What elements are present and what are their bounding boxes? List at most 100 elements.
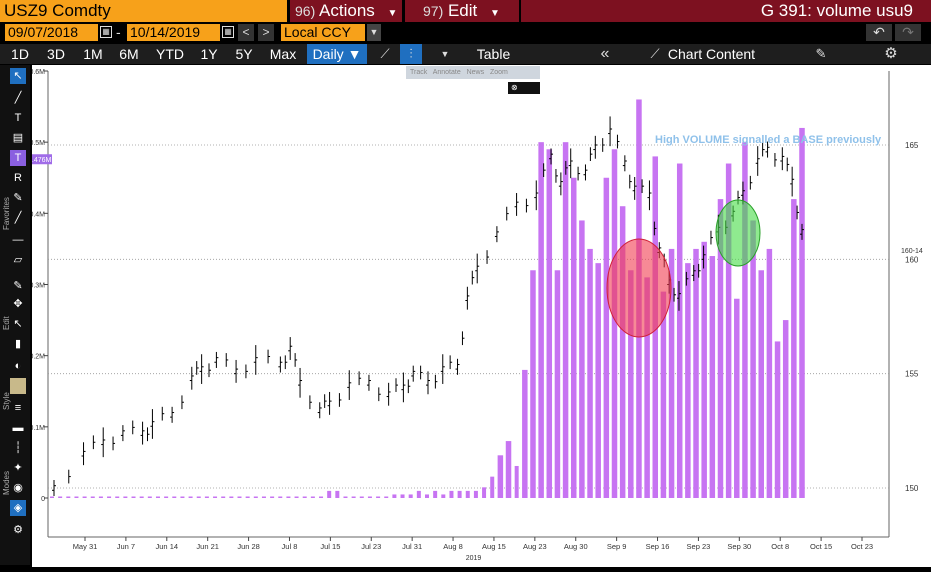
range-1d-button[interactable]: 1D — [11, 46, 29, 62]
volume-bar — [253, 496, 258, 498]
volume-bar — [131, 496, 136, 498]
start-date-field[interactable]: 09/07/2018 — [5, 24, 98, 41]
line-style-icon[interactable]: ≡ — [14, 402, 22, 414]
annotate-button[interactable]: Annotate — [432, 69, 461, 76]
left-tick-label: 0 — [41, 496, 45, 503]
ticker-field[interactable]: USZ9 Comdty — [0, 0, 287, 22]
track-button[interactable]: Track — [410, 69, 428, 76]
volume-bar — [392, 494, 397, 498]
eye-icon[interactable]: ◉ — [13, 482, 23, 494]
volume-bar — [668, 248, 675, 498]
volume-bar — [74, 496, 79, 498]
text-tool-icon[interactable]: T — [14, 112, 22, 124]
volume-bar — [742, 142, 748, 498]
end-date-field[interactable]: 10/14/2019 — [127, 24, 220, 41]
draw-line-icon[interactable]: ╱ — [14, 92, 22, 104]
magic-wand-icon[interactable]: ✦ — [13, 462, 23, 474]
r-tool-icon[interactable]: R — [14, 172, 22, 184]
reset-button[interactable]: ⊗ Reset — [508, 82, 540, 104]
volume-bar — [270, 496, 275, 498]
mode-icon[interactable]: ◈ — [10, 500, 26, 516]
volume-bar — [628, 270, 634, 498]
value-badge — [26, 154, 52, 165]
chevron-down-icon[interactable]: ▼ — [440, 49, 450, 59]
calendar-icon[interactable]: ▦ — [100, 26, 112, 38]
volume-bar — [701, 241, 707, 499]
calendar-icon[interactable]: ▦ — [222, 26, 234, 38]
cursor-icon[interactable]: ↖ — [13, 318, 23, 330]
pointer-icon[interactable]: ↖ — [10, 68, 26, 84]
volume-bar — [50, 496, 54, 498]
value-marker-icon[interactable]: T — [10, 150, 26, 166]
volume-bar — [196, 496, 201, 498]
volume-bar — [188, 496, 193, 498]
volume-bar — [595, 263, 601, 498]
volume-bar — [115, 496, 120, 498]
range-1y-button[interactable]: 1Y — [200, 46, 218, 62]
left-tick-label: 0.1M — [32, 425, 45, 432]
volume-bar — [482, 487, 487, 498]
brush-icon[interactable]: ✎ — [13, 192, 23, 204]
pencil-icon[interactable]: ✎ — [815, 46, 827, 61]
dashed-line-icon[interactable]: ┆ — [14, 442, 22, 454]
collapse-icon[interactable]: « — [600, 45, 610, 62]
currency-select[interactable]: Local CCY — [281, 24, 365, 41]
fib-tool-icon[interactable]: ▤ — [12, 132, 24, 144]
redo-icon[interactable]: ↷ — [895, 24, 921, 41]
range-ytd-button[interactable]: YTD — [156, 46, 184, 62]
volume-bar — [359, 496, 364, 498]
previous-period-button[interactable]: < — [238, 24, 254, 41]
volume-bar — [384, 496, 389, 498]
favorites-label: Favorites — [2, 197, 11, 230]
volume-bar — [416, 490, 421, 498]
volume-bar — [473, 490, 478, 498]
volume-price-chart[interactable]: 150 155 160 165 0 0.1M 0.2M 0.3M 0.4M 0.5M 0.6M 160… — [26, 65, 931, 567]
volume-bar — [286, 496, 291, 498]
pencil-icon[interactable]: ✎ — [13, 280, 23, 292]
volume-bar — [546, 149, 553, 498]
settings-icon[interactable]: ⚙ — [13, 524, 23, 536]
channel-icon[interactable]: ▱ — [13, 254, 23, 266]
range-max-button[interactable]: Max — [269, 46, 297, 62]
left-tick-label: 0.2M — [32, 354, 45, 361]
x-tick-label: Jun 14 — [156, 542, 179, 551]
actions-menu-button[interactable]: 96) Actions ▼ — [290, 0, 402, 22]
bar-chart-icon[interactable]: ⫶ — [400, 44, 422, 64]
zoom-button[interactable]: Zoom — [489, 69, 508, 76]
range-6m-button[interactable]: 6M — [119, 46, 139, 62]
volume-bar — [66, 496, 71, 498]
date-separator: - — [116, 24, 121, 40]
table-button[interactable]: Table — [476, 46, 511, 62]
volume-bar — [213, 496, 218, 498]
chevron-down-icon[interactable]: ▼ — [367, 24, 381, 41]
range-3d-button[interactable]: 3D — [47, 46, 65, 62]
line-weight-icon[interactable]: ▬ — [12, 422, 24, 434]
volume-bar — [554, 270, 561, 498]
period-select[interactable]: Daily ▼ — [307, 44, 367, 64]
undo-icon[interactable]: ↶ — [866, 24, 892, 41]
x-tick-label: Sep 23 — [687, 542, 711, 551]
chart-content-button[interactable]: Chart Content — [667, 46, 756, 62]
volume-bar — [278, 496, 283, 498]
line-chart-icon[interactable]: ⟋ — [380, 46, 390, 61]
range-1m-button[interactable]: 1M — [83, 46, 103, 62]
green-highlight-circle — [715, 199, 761, 267]
trash-icon[interactable]: ▮ — [14, 338, 22, 350]
edit-section-label: Edit — [2, 316, 11, 330]
fill-color-icon[interactable] — [10, 378, 26, 394]
horizontal-line-icon[interactable]: — — [12, 234, 24, 246]
range-5y-button[interactable]: 5Y — [235, 46, 253, 62]
move-icon[interactable]: ✥ — [13, 298, 23, 310]
x-tick-label: Oct 23 — [851, 542, 873, 551]
gear-icon[interactable]: ⚙ — [884, 45, 898, 62]
news-button[interactable]: News — [466, 69, 485, 76]
line-tool-icon[interactable]: ╱ — [14, 212, 22, 224]
volume-bar — [619, 206, 626, 498]
volume-bar — [570, 177, 577, 498]
next-period-button[interactable]: > — [258, 24, 274, 41]
edit-menu-button[interactable]: 97) Edit ▼ — [405, 0, 519, 22]
palette-icon[interactable]: ◐ — [14, 360, 22, 372]
chart-panel[interactable]: 150 155 160 165 0 0.1M 0.2M 0.3M 0.4M 0.5M 0.6M 160… — [26, 65, 931, 567]
volume-bar — [229, 496, 234, 498]
volume-bar — [685, 263, 691, 498]
